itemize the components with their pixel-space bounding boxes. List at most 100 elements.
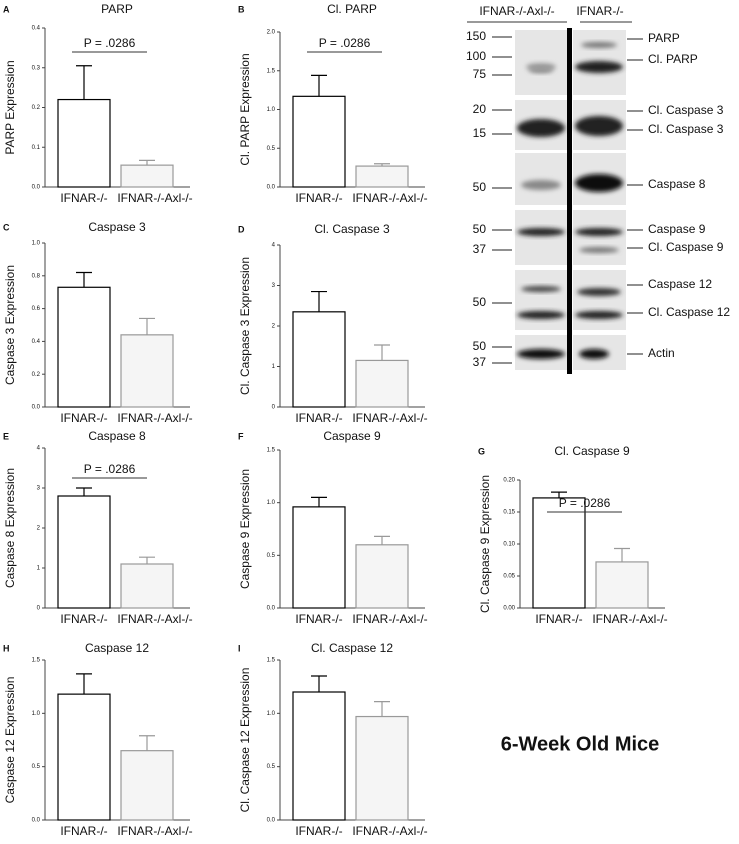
blot-band xyxy=(575,61,623,73)
y-tick-label: 3 xyxy=(272,283,276,289)
y-tick-label: 1.5 xyxy=(267,658,276,664)
bar xyxy=(595,561,649,609)
panel-letter: H xyxy=(3,643,10,653)
y-tick-label: 1.5 xyxy=(267,448,276,454)
error-bar xyxy=(139,556,155,564)
blot-band xyxy=(521,180,561,190)
panel-letter: B xyxy=(238,4,245,14)
x-tick-label: IFNAR-/-Axl-/- xyxy=(352,191,427,205)
x-tick-label: IFNAR-/- xyxy=(295,411,342,425)
y-tick-label: 0 xyxy=(37,606,41,612)
blot-band xyxy=(581,42,617,48)
y-tick-label: 0.20 xyxy=(503,478,515,484)
caption: 6-Week Old Mice xyxy=(501,733,660,755)
marker-label: 50 xyxy=(473,222,487,236)
y-axis-label: Cl. Caspase 9 Expression xyxy=(478,475,492,613)
error-bar xyxy=(374,535,390,545)
x-tick-label: IFNAR-/- xyxy=(60,411,107,425)
x-tick-label: IFNAR-/- xyxy=(60,191,107,205)
x-tick-label: IFNAR-/- xyxy=(295,191,342,205)
x-tick-label: IFNAR-/-Axl-/- xyxy=(117,824,192,838)
y-axis-label: Cl. Caspase 3 Expression xyxy=(238,257,252,395)
blot-band xyxy=(575,174,623,192)
x-tick-label: IFNAR-/- xyxy=(60,612,107,626)
lane-label: IFNAR-/- xyxy=(576,4,623,18)
y-tick-label: 0.0 xyxy=(32,185,41,191)
marker-label: 50 xyxy=(473,180,487,194)
x-tick-label: IFNAR-/-Axl-/- xyxy=(352,612,427,626)
bar xyxy=(120,750,174,821)
chart-title: Caspase 9 xyxy=(323,429,381,443)
y-tick-label: 0.05 xyxy=(503,574,515,580)
bar xyxy=(292,311,346,408)
y-axis-label: PARP Expression xyxy=(3,60,17,154)
panel-letter: D xyxy=(238,224,245,234)
lane-divider xyxy=(567,28,572,374)
error-bar xyxy=(311,290,327,312)
y-tick-label: 2 xyxy=(272,324,276,330)
panel-letter: G xyxy=(478,446,485,456)
blot-band xyxy=(526,63,556,71)
significance-label: P = .0286 xyxy=(319,36,371,50)
blot-strip xyxy=(573,270,626,330)
y-tick-label: 0 xyxy=(272,405,276,411)
y-tick-label: 0.4 xyxy=(32,339,41,345)
blot-band xyxy=(517,119,565,137)
blot-strip xyxy=(573,210,626,265)
y-tick-label: 4 xyxy=(272,243,276,249)
y-tick-label: 1.0 xyxy=(267,500,276,506)
bar xyxy=(355,359,409,408)
bar xyxy=(355,715,409,821)
error-bar xyxy=(139,317,155,335)
bar xyxy=(532,497,586,609)
marker-label: 50 xyxy=(473,295,487,309)
error-bar xyxy=(76,487,92,496)
bar xyxy=(57,495,111,609)
chart-title: Cl. Caspase 9 xyxy=(554,444,630,458)
marker-label: 37 xyxy=(473,242,487,256)
blot-band xyxy=(579,349,609,359)
bar xyxy=(292,95,346,188)
significance-label: P = .0286 xyxy=(559,496,611,510)
panel-letter: C xyxy=(3,222,10,232)
x-tick-label: IFNAR-/-Axl-/- xyxy=(352,411,427,425)
band-label: Caspase 9 xyxy=(648,222,706,236)
y-axis-label: Caspase 12 Expression xyxy=(3,677,17,804)
chart-title: Caspase 8 xyxy=(88,429,146,443)
y-tick-label: 0.10 xyxy=(503,542,515,548)
panel-letter: A xyxy=(3,4,10,14)
bar xyxy=(355,544,409,609)
x-tick-label: IFNAR-/- xyxy=(60,824,107,838)
chart-title: Cl. Caspase 3 xyxy=(314,222,390,236)
blot-band xyxy=(575,311,623,319)
error-bar xyxy=(311,74,327,97)
y-tick-label: 1 xyxy=(272,364,276,370)
blot-strip xyxy=(515,210,568,265)
y-tick-label: 0.0 xyxy=(267,818,276,824)
chart-title: Cl. PARP xyxy=(327,2,377,16)
y-tick-label: 0.5 xyxy=(267,146,276,152)
error-bar xyxy=(76,673,92,695)
error-bar xyxy=(76,65,92,100)
y-tick-label: 0.1 xyxy=(32,145,41,151)
x-tick-label: IFNAR-/-Axl-/- xyxy=(117,191,192,205)
lane-label: IFNAR-/-Axl-/- xyxy=(479,4,554,18)
y-tick-label: 0.2 xyxy=(32,372,41,378)
y-tick-label: 0.15 xyxy=(503,510,515,516)
chart-title: Caspase 3 xyxy=(88,220,146,234)
blot-band xyxy=(517,228,565,236)
x-tick-label: IFNAR-/-Axl-/- xyxy=(117,411,192,425)
y-tick-label: 2.0 xyxy=(267,30,276,36)
marker-label: 37 xyxy=(473,355,487,369)
y-tick-label: 0.8 xyxy=(32,273,41,279)
y-axis-label: Caspase 3 Expression xyxy=(3,265,17,385)
x-tick-label: IFNAR-/- xyxy=(295,824,342,838)
y-tick-label: 1.5 xyxy=(267,68,276,74)
y-tick-label: 1 xyxy=(37,566,41,572)
blot-band xyxy=(521,286,561,292)
y-tick-label: 1.0 xyxy=(267,711,276,717)
error-bar xyxy=(614,547,630,562)
y-tick-label: 0.4 xyxy=(32,26,41,32)
